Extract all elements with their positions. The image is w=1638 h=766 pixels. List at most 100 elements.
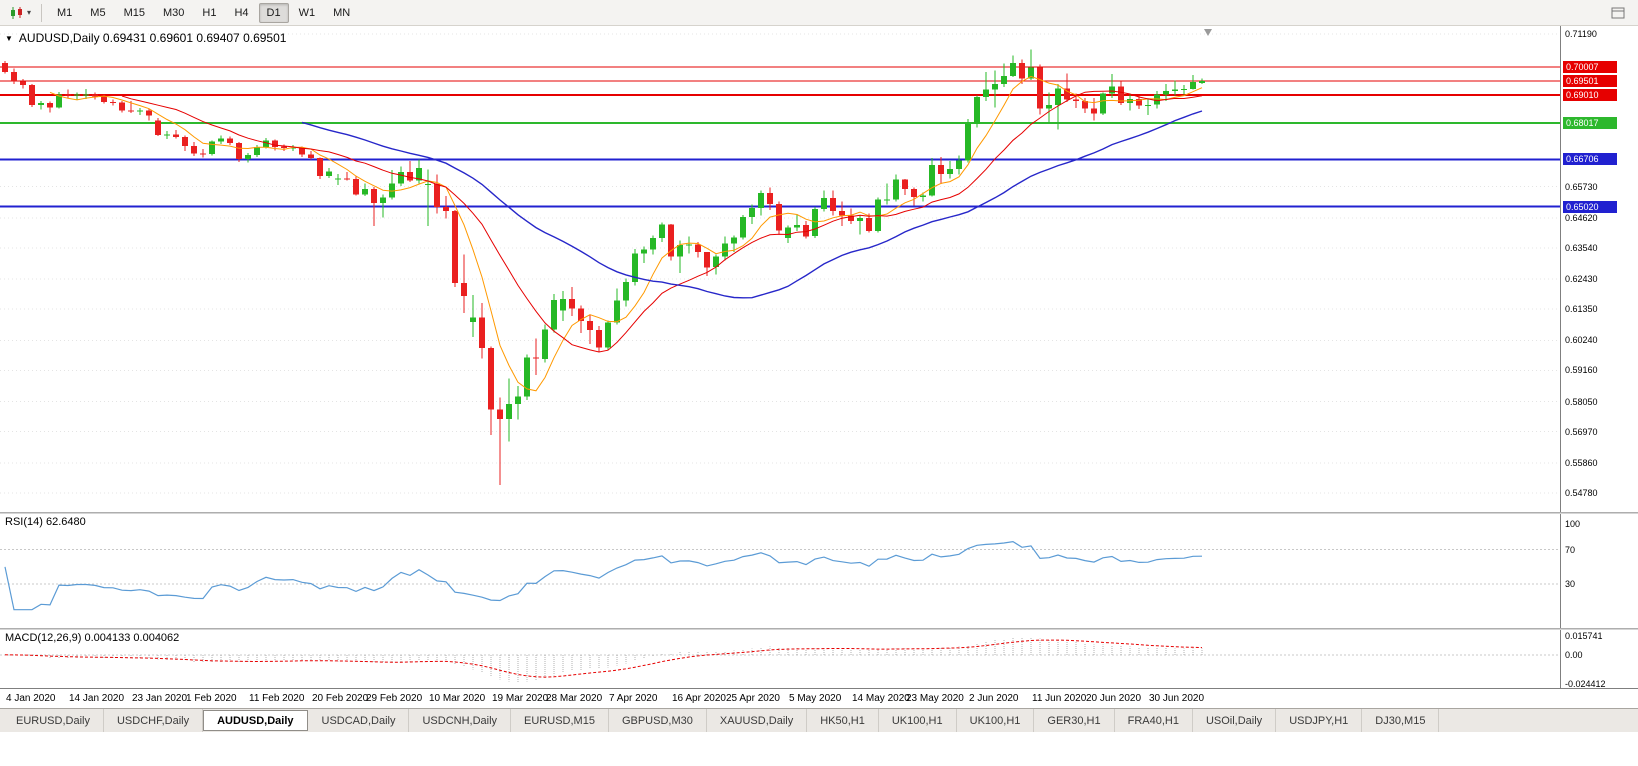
candle-body [128,110,134,112]
macd-pane[interactable]: MACD(12,26,9) 0.004133 0.004062 0.015741… [0,630,1638,688]
candle-body [1199,81,1205,84]
date-label: 14 May 2020 [852,693,910,704]
chart-tab-dj30-m15[interactable]: DJ30,M15 [1362,709,1440,732]
chart-tab-eurusd-daily[interactable]: EURUSD,Daily [3,709,104,732]
candle-body [524,357,530,397]
rsi-pane[interactable]: RSI(14) 62.6480 100 70 30 [0,514,1638,628]
date-label: 29 Feb 2020 [366,693,423,704]
chart-tab-eurusd-m15[interactable]: EURUSD,M15 [511,709,609,732]
date-label: 23 Jan 2020 [132,693,188,704]
candle-body [470,317,476,322]
chart-tab-usoil-daily[interactable]: USOil,Daily [1193,709,1277,732]
macd-canvas [0,637,1560,683]
date-label: 1 Feb 2020 [186,693,237,704]
candle-body [1046,104,1052,109]
level-price-badge: 0.68017 [1563,116,1617,129]
date-label: 19 Mar 2020 [492,693,549,704]
candle-body [299,147,305,155]
candle-body [461,282,467,296]
chart-tab-audusd-daily[interactable]: AUDUSD,Daily [203,710,308,731]
date-label: 11 Jun 2020 [1032,693,1087,704]
candle-body [38,102,44,105]
macd-tick: 0.015741 [1565,631,1603,641]
candle-body [821,198,827,210]
price-tick: 0.62430 [1565,274,1598,285]
candle-body [173,134,179,137]
candle-body [722,243,728,257]
candle-body [47,102,53,108]
chart-tab-fra40-h1[interactable]: FRA40,H1 [1115,709,1193,732]
dropdown-caret-icon: ▾ [27,8,32,17]
date-label: 10 Mar 2020 [429,693,486,704]
candle-body [101,96,107,102]
candle-body [677,244,683,257]
price-chart-pane[interactable]: ▼ AUDUSD,Daily 0.69431 0.69601 0.69407 0… [0,26,1638,512]
candle-body [956,160,962,169]
candle-body [695,244,701,253]
chart-tab-uk100-h1[interactable]: UK100,H1 [957,709,1035,732]
timeframe-button-m5[interactable]: M5 [90,6,106,19]
candle-body [29,85,35,106]
timeframe-buttons: M1 M5 M15 M30 H1 H4 D1 W1 MN [48,2,359,23]
candle-body [866,217,872,232]
chart-tab-ger30-h1[interactable]: GER30,H1 [1034,709,1115,732]
price-axis[interactable]: 0.71190 0.65730 0.64620 0.63540 0.62430 0.613… [1560,26,1638,512]
candle-body [596,330,602,348]
candle-body [704,252,710,268]
chart-tab-usdcad-daily[interactable]: USDCAD,Daily [309,709,410,732]
timeframe-button-d1[interactable]: D1 [258,2,289,23]
chart-tab-xauusd-daily[interactable]: XAUUSD,Daily [707,709,808,732]
candle-body [1010,63,1016,77]
chart-tab-usdcnh-daily[interactable]: USDCNH,Daily [409,709,512,732]
candle-body [362,189,368,195]
chart-tab-gbpusd-m30[interactable]: GBPUSD,M30 [609,709,707,732]
price-tick: 0.54780 [1565,488,1598,498]
candle-body [308,154,314,158]
toolbar-right-button[interactable] [1611,7,1625,19]
candle-body [110,102,116,103]
chart-type-button[interactable]: ▾ [5,4,35,22]
rsi-axis[interactable]: 100 70 30 [1560,514,1638,628]
pane-splitter[interactable] [0,512,1638,514]
candle-body [668,224,674,257]
candle-body [731,237,737,244]
chart-tab-uk100-h1[interactable]: UK100,H1 [879,709,957,732]
timeframe-button-w1[interactable]: W1 [298,6,316,19]
candle-body [182,136,188,146]
rsi-line [4,540,1203,611]
rsi-canvas [0,540,1560,611]
time-axis[interactable]: 4 Jan 2020 14 Jan 2020 23 Jan 2020 1 Feb 20… [0,688,1638,708]
candle-body [74,94,80,96]
chart-tab-usdjpy-h1[interactable]: USDJPY,H1 [1276,709,1363,732]
candle-body [911,189,917,198]
price-tick: 0.59160 [1565,365,1598,376]
candle-body [227,138,233,143]
chart-tab-hk50-h1[interactable]: HK50,H1 [807,709,879,732]
rsi-tick: 100 [1565,519,1581,529]
ma-fast-line [49,75,1203,392]
candle-body [740,217,746,238]
timeframe-button-h4[interactable]: H4 [234,6,249,19]
candle-body [749,208,755,218]
price-tick: 0.55860 [1565,457,1598,468]
price-chart-canvas[interactable] [0,26,1560,512]
candle-body [560,298,566,311]
pane-splitter[interactable] [0,628,1638,630]
macd-tick: -0.024412 [1565,679,1606,688]
chart-tab-usdchf-daily[interactable]: USDCHF,Daily [104,709,204,732]
macd-axis[interactable]: 0.015741 0.00 -0.024412 [1560,630,1638,688]
timeframe-button-m30[interactable]: M30 [162,6,185,19]
candle-body [533,357,539,359]
timeframe-button-m1[interactable]: M1 [57,6,73,19]
timeframe-button-h1[interactable]: H1 [202,6,217,19]
timeframe-button-mn[interactable]: MN [333,6,351,19]
chart-shift-marker[interactable] [1204,29,1212,36]
candle-body [380,197,386,203]
quick-trade-dropdown-button[interactable]: ▼ [5,33,13,43]
candle-body [1136,99,1142,106]
candle-body [164,134,170,136]
candle-body [488,347,494,410]
candle-body [119,102,125,111]
timeframe-button-m15[interactable]: M15 [123,6,145,19]
